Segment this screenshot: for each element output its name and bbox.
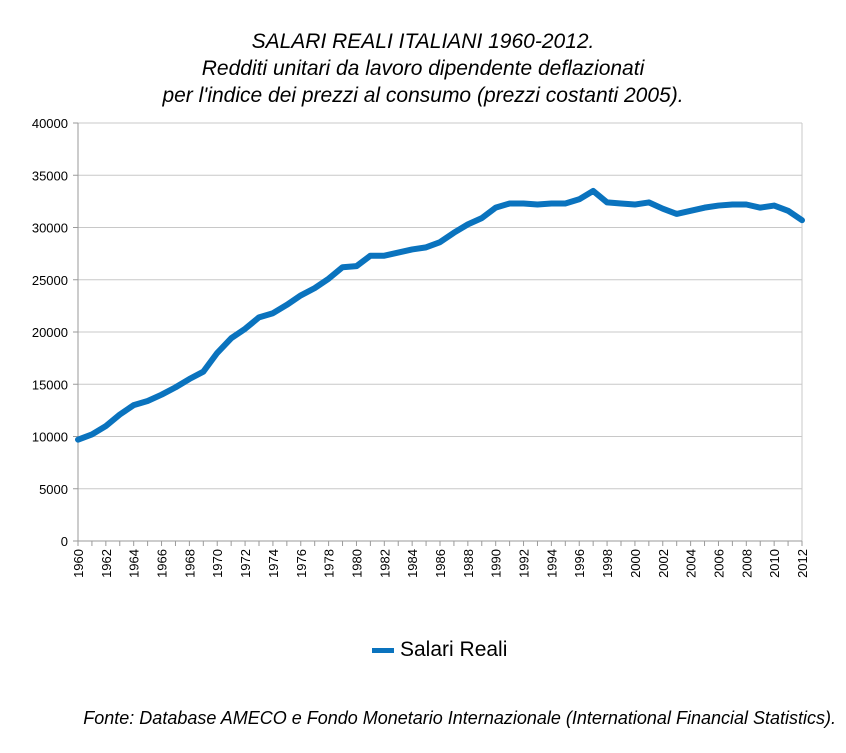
x-tick-label: 1988 <box>461 549 476 578</box>
title-line-3: per l'indice dei prezzi al consumo (prez… <box>162 84 684 107</box>
x-tick-labels: 1960 1962 1964 1966 1968 1970 1972 1974 1976 1978… <box>71 549 810 578</box>
y-tick-label: 5000 <box>39 482 68 497</box>
x-tick-label: 1960 <box>71 549 86 578</box>
x-tick-label: 1982 <box>377 549 392 578</box>
x-tick-label: 2012 <box>795 549 810 578</box>
legend: Salari Reali <box>372 638 507 662</box>
x-tick-label: 1968 <box>182 549 197 578</box>
y-tick-label: 30000 <box>32 221 68 236</box>
y-tick-label: 15000 <box>32 377 68 392</box>
source-note: Fonte: Database AMECO e Fondo Monetario … <box>83 708 836 728</box>
x-tick-label: 1992 <box>517 549 532 578</box>
line-chart: 0 5000 10000 15000 20000 25000 30000 35000 40000… <box>32 116 810 578</box>
x-tick-label: 2002 <box>656 549 671 578</box>
x-tick-label: 1974 <box>266 549 281 578</box>
x-tick-label: 1962 <box>99 549 114 578</box>
x-tick-label: 2004 <box>684 549 699 578</box>
grid-layer <box>78 122 803 541</box>
legend-swatch <box>372 647 394 653</box>
x-tick-label: 1976 <box>294 549 309 578</box>
x-tick-label: 1964 <box>127 549 142 578</box>
x-tick-label: 1978 <box>322 549 337 578</box>
y-tick-label: 20000 <box>32 325 68 340</box>
series-layer <box>75 187 805 443</box>
legend-label: Salari Reali <box>400 638 508 661</box>
x-tick-label: 1996 <box>572 549 587 578</box>
y-tick-label: 25000 <box>32 273 68 288</box>
x-tick-label: 1994 <box>544 549 559 578</box>
x-tick-label: 1986 <box>433 549 448 578</box>
x-tick-label: 1970 <box>210 549 225 578</box>
x-tick-label: 1966 <box>155 549 170 578</box>
y-tick-label: 10000 <box>32 430 68 445</box>
chart-title: SALARI REALI ITALIANI 1960-2012. Redditi… <box>0 28 846 109</box>
x-tick-label: 1972 <box>238 549 253 578</box>
x-tick-label: 1998 <box>600 549 615 578</box>
y-tick-label: 40000 <box>32 116 68 131</box>
x-tick-label: 1980 <box>349 549 364 578</box>
y-tick-label: 0 <box>61 534 68 549</box>
y-tick-label: 35000 <box>32 168 68 183</box>
series-line-salari-reali <box>75 187 805 443</box>
x-tick-label: 1990 <box>489 549 504 578</box>
title-line-1: SALARI REALI ITALIANI 1960-2012. <box>251 30 595 53</box>
x-tick-label: 2010 <box>767 549 782 578</box>
y-tick-labels: 0 5000 10000 15000 20000 25000 30000 35000 40000 <box>32 116 68 549</box>
title-line-2: Redditi unitari da lavoro dipendente def… <box>201 57 645 80</box>
x-tick-label: 1984 <box>405 549 420 578</box>
x-tick-label: 2000 <box>628 549 643 578</box>
axis-layer <box>73 122 803 546</box>
x-tick-label: 2006 <box>711 549 726 578</box>
x-tick-label: 2008 <box>739 549 754 578</box>
